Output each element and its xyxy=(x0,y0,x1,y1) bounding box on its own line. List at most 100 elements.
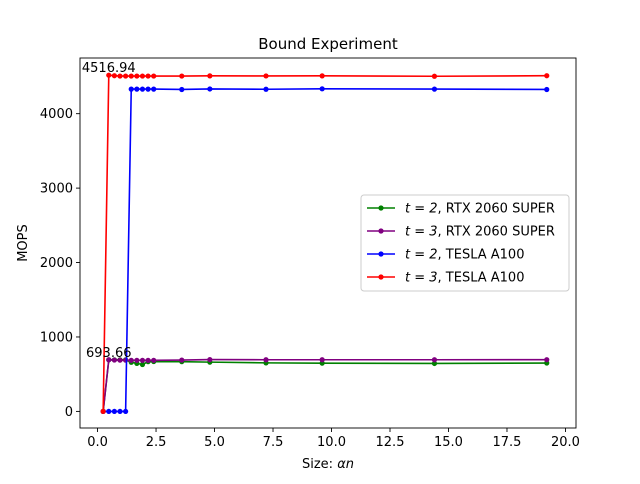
data-point xyxy=(207,356,213,363)
series-layer xyxy=(100,72,550,415)
y-axis-label: MOPS xyxy=(16,224,31,262)
legend-label-text: , RTX 2060 SUPER xyxy=(438,225,555,240)
data-point xyxy=(134,86,140,92)
y-tick-label: 3000 xyxy=(40,182,73,197)
data-point xyxy=(263,86,269,92)
data-point xyxy=(117,408,123,415)
data-point xyxy=(544,357,550,363)
x-axis: 0.0 2.5 5.0 7.5 10.0 12.5 15.0 17.5 20.0 xyxy=(87,428,580,450)
legend-item: t = 3, TESLA A100 xyxy=(367,271,524,286)
data-point xyxy=(139,86,146,92)
data-point xyxy=(151,73,157,79)
y-tick-label: 2000 xyxy=(40,256,73,271)
legend-label-text: , RTX 2060 SUPER xyxy=(438,202,555,217)
data-point xyxy=(179,73,185,79)
legend-item: t = 2, RTX 2060 SUPER xyxy=(367,202,555,217)
plot-frame xyxy=(79,57,577,429)
legend-label-math: t = 3 xyxy=(405,271,438,286)
data-point xyxy=(123,73,129,79)
data-point xyxy=(145,86,151,92)
series-line xyxy=(102,358,547,412)
data-point xyxy=(431,360,438,367)
x-axis-label: Size: αn xyxy=(302,457,354,472)
data-point xyxy=(123,408,129,415)
data-point xyxy=(100,408,106,415)
data-point xyxy=(319,73,325,79)
y-tick-label: 1000 xyxy=(40,330,73,345)
data-point xyxy=(111,408,117,415)
data-point xyxy=(431,73,438,79)
data-point xyxy=(431,86,438,92)
data-annotation: 693.66 xyxy=(86,346,132,361)
series-line xyxy=(102,74,547,412)
data-point xyxy=(106,357,112,363)
chart-title: Bound Experiment xyxy=(258,35,398,53)
series-3 xyxy=(100,72,550,415)
legend-swatch-marker xyxy=(378,228,384,234)
data-point xyxy=(431,357,438,363)
data-point xyxy=(139,357,146,363)
data-point xyxy=(134,357,140,363)
x-tick-label: 2.5 xyxy=(146,435,167,450)
x-tick-label: 0.0 xyxy=(87,435,108,450)
legend-label: t = 3, TESLA A100 xyxy=(405,271,524,286)
data-point xyxy=(145,357,151,363)
data-point xyxy=(111,357,117,363)
x-tick-label: 20.0 xyxy=(551,435,580,450)
data-point xyxy=(319,86,325,92)
y-axis: 0 1000 2000 3000 4000 xyxy=(40,107,80,420)
data-point xyxy=(134,73,140,79)
series-line xyxy=(103,88,547,413)
legend-label-math: t = 3 xyxy=(405,225,438,240)
legend-swatch-marker xyxy=(378,274,384,280)
legend-label-math: t = 2 xyxy=(405,202,438,217)
data-point xyxy=(151,357,157,363)
data-point xyxy=(128,73,134,79)
data-point xyxy=(179,86,185,93)
legend-swatch-marker xyxy=(378,251,384,257)
data-point xyxy=(544,73,550,79)
x-tick-label: 10.0 xyxy=(317,435,346,450)
data-point xyxy=(319,357,325,363)
data-point xyxy=(117,357,123,363)
data-point xyxy=(117,73,123,79)
legend-label: t = 2, RTX 2060 SUPER xyxy=(405,202,555,217)
data-point xyxy=(263,73,269,79)
y-tick-label: 4000 xyxy=(40,107,73,122)
x-tick-label: 7.5 xyxy=(263,435,284,450)
data-point xyxy=(139,361,146,368)
x-axis-label-text: Size: xyxy=(302,457,337,472)
data-point xyxy=(207,86,213,92)
data-point xyxy=(179,357,185,363)
data-point xyxy=(151,86,157,92)
x-tick-label: 5.0 xyxy=(204,435,225,450)
data-point xyxy=(139,73,146,79)
data-point xyxy=(111,73,117,79)
data-point xyxy=(106,72,112,78)
legend-label: t = 3, RTX 2060 SUPER xyxy=(405,225,555,240)
x-tick-label: 12.5 xyxy=(376,435,405,450)
data-point xyxy=(128,357,134,363)
y-tick-label: 0 xyxy=(65,405,73,420)
annotation-layer: 4516.94 693.66 xyxy=(82,61,136,361)
data-point xyxy=(544,86,550,93)
legend-item: t = 3, RTX 2060 SUPER xyxy=(367,225,555,240)
data-annotation: 4516.94 xyxy=(82,61,136,76)
x-tick-label: 15.0 xyxy=(434,435,463,450)
data-point xyxy=(128,86,134,92)
legend-label-text: , TESLA A100 xyxy=(438,271,525,286)
x-axis-label-symbol: αn xyxy=(337,457,354,472)
x-tick-label: 17.5 xyxy=(493,435,522,450)
legend-label: t = 2, TESLA A100 xyxy=(405,248,524,263)
legend-label-text: , TESLA A100 xyxy=(438,248,525,263)
data-point xyxy=(207,73,213,79)
series-2 xyxy=(100,86,550,415)
data-point xyxy=(106,408,112,415)
legend-swatch-marker xyxy=(378,205,384,211)
data-point xyxy=(263,357,269,363)
legend-item: t = 2, TESLA A100 xyxy=(367,248,524,263)
data-point xyxy=(145,73,151,79)
